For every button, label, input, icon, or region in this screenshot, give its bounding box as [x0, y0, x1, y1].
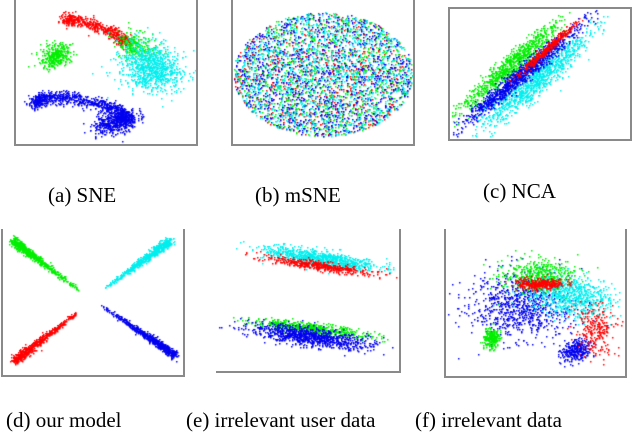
caption-b-msne: (b) mSNE	[255, 183, 341, 207]
panel-f-frame	[444, 229, 627, 378]
panel-c-frame	[448, 7, 632, 141]
caption-e-irrelevant-user-data: (e) irrelevant user data	[186, 408, 376, 432]
panel-b-frame	[231, 0, 415, 146]
caption-f-irrelevant-data: (f) irrelevant data	[415, 408, 562, 432]
panel-e-frame	[216, 229, 401, 373]
panel-d-frame	[1, 229, 185, 377]
caption-c-nca: (c) NCA	[483, 179, 556, 203]
caption-d-our-model: (d) our model	[6, 408, 122, 432]
caption-a-sne: (a) SNE	[48, 183, 117, 207]
panel-a-frame	[14, 0, 198, 146]
